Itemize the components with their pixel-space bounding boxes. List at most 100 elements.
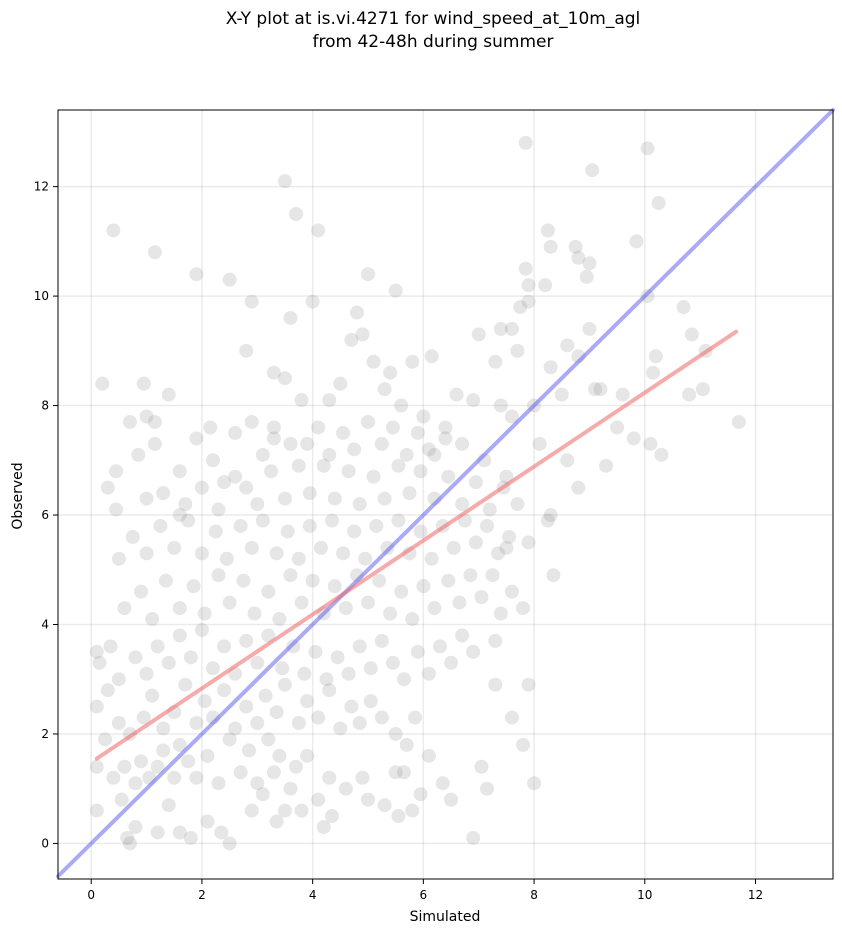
scatter-point	[211, 568, 226, 583]
scatter-point	[302, 486, 317, 501]
scatter-point	[139, 546, 154, 561]
scatter-point	[122, 414, 137, 429]
scatter-point	[455, 497, 470, 512]
scatter-point	[291, 716, 306, 731]
scatter-point	[402, 486, 417, 501]
scatter-point	[156, 721, 171, 736]
scatter-point	[543, 239, 558, 254]
scatter-point	[582, 321, 597, 336]
scatter-point	[427, 601, 442, 616]
scatter-point	[394, 584, 409, 599]
scatter-point	[239, 343, 254, 358]
scatter-point	[344, 332, 359, 347]
scatter-point	[383, 606, 398, 621]
scatter-point	[244, 803, 259, 818]
scatter-point	[347, 442, 362, 457]
scatter-point	[250, 655, 265, 670]
scatter-point	[684, 327, 699, 342]
scatter-point	[291, 551, 306, 566]
scatter-point	[372, 573, 387, 588]
scatter-point	[322, 770, 337, 785]
x-tick-label: 2	[198, 888, 206, 902]
scatter-point	[275, 661, 290, 676]
scatter-point	[643, 436, 658, 451]
scatter-point	[444, 655, 459, 670]
scatter-point	[438, 431, 453, 446]
scatter-point	[277, 491, 292, 506]
scatter-point	[244, 294, 259, 309]
scatter-point	[167, 540, 182, 555]
scatter-point	[361, 792, 375, 807]
scatter-point	[593, 382, 608, 397]
scatter-point	[499, 540, 514, 555]
scatter-point	[344, 699, 359, 714]
scatter-point	[294, 595, 309, 610]
scatter-point	[189, 267, 204, 282]
scatter-point	[388, 283, 403, 298]
scatter-point	[161, 655, 176, 670]
scatter-point	[277, 677, 292, 692]
scatter-point	[172, 825, 187, 840]
scatter-point	[103, 639, 118, 654]
scatter-point	[283, 568, 298, 583]
scatter-point	[502, 529, 517, 544]
scatter-point	[518, 135, 533, 150]
x-tick-label: 8	[530, 888, 538, 902]
scatter-point	[333, 376, 348, 391]
scatter-point	[413, 464, 428, 479]
scatter-point	[325, 513, 340, 528]
scatter-point	[488, 354, 503, 369]
scatter-point	[513, 300, 528, 315]
plot-frame	[57, 109, 834, 880]
scatter-point	[194, 546, 209, 561]
scatter-point	[416, 579, 431, 594]
scatter-point	[521, 677, 536, 692]
scatter-point	[131, 447, 146, 462]
scatter-point	[374, 436, 389, 451]
scatter-point	[449, 387, 464, 402]
scatter-point	[98, 732, 113, 747]
scatter-point	[264, 464, 279, 479]
scatter-point	[587, 382, 602, 397]
scatter-point	[206, 453, 220, 468]
scatter-point	[336, 425, 351, 440]
scatter-point	[122, 836, 137, 851]
scatter-point	[172, 628, 187, 643]
scatter-point	[615, 387, 630, 402]
scatter-point	[347, 524, 362, 539]
scatter-point	[161, 387, 176, 402]
scatter-point	[654, 447, 669, 462]
scatter-point	[95, 376, 110, 391]
scatter-point	[355, 770, 370, 785]
scatter-point	[183, 830, 198, 845]
scatter-point	[341, 464, 356, 479]
scatter-point	[228, 721, 243, 736]
scatter-point	[114, 792, 129, 807]
scatter-point	[493, 321, 508, 336]
scatter-point	[172, 508, 187, 523]
scatter-point	[139, 491, 154, 506]
scatter-point	[228, 469, 243, 484]
scatter-point	[435, 776, 450, 791]
scatter-point	[366, 469, 381, 484]
x-tick-label: 4	[309, 888, 317, 902]
scatter-point	[261, 584, 276, 599]
scatter-point	[197, 606, 212, 621]
scatter-point	[255, 513, 270, 528]
x-tick-label: 6	[420, 888, 428, 902]
scatter-point	[283, 436, 298, 451]
scatter-point	[109, 464, 124, 479]
scatter-point	[147, 414, 162, 429]
scatter-point	[291, 458, 306, 473]
scatter-point	[208, 524, 223, 539]
scatter-point	[427, 447, 442, 462]
scatter-point	[554, 387, 569, 402]
scatter-point	[203, 420, 218, 435]
scatter-point	[289, 759, 304, 774]
scatter-point	[308, 644, 323, 659]
scatter-point	[543, 360, 558, 375]
scatter-point	[413, 524, 428, 539]
scatter-point	[421, 666, 436, 681]
scatter-point	[194, 622, 209, 637]
scatter-point	[167, 770, 182, 785]
